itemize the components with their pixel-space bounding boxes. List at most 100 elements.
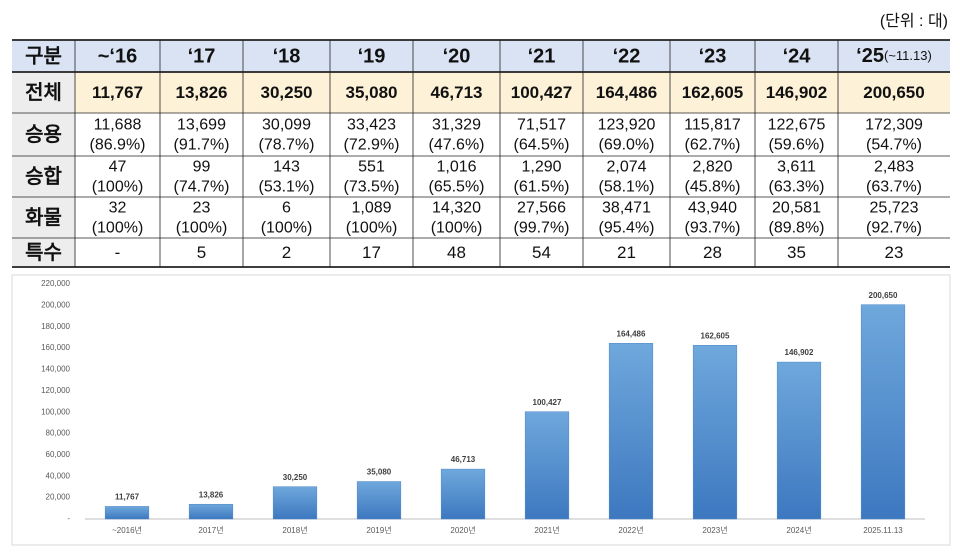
cell-count: 2,820 <box>692 159 732 176</box>
cell-share: (95.4%) <box>598 220 654 237</box>
unit-note: (단위 : 대) <box>880 12 948 30</box>
cell-value: 48 <box>447 243 466 262</box>
cell-count: 2,074 <box>606 159 646 176</box>
row-label-bg <box>12 238 75 267</box>
cell-share: (100%) <box>92 220 144 237</box>
cell-count: 31,329 <box>432 117 481 134</box>
header-cell: ‘23 <box>699 45 727 67</box>
value-label: 100,427 <box>533 398 562 407</box>
cell-share: (62.7%) <box>684 137 740 154</box>
header-cell: ‘17 <box>188 45 216 67</box>
x-tick-label: 2018년 <box>282 525 307 535</box>
cell-share: (100%) <box>431 220 483 237</box>
chart-frame <box>11 274 951 546</box>
cell-count: 99 <box>193 159 211 176</box>
cell-share: (89.8%) <box>768 220 824 237</box>
cell-share: (61.5%) <box>513 179 569 196</box>
cell-count: 20,581 <box>772 200 821 217</box>
cell-share: (100%) <box>346 220 398 237</box>
bar <box>692 345 738 520</box>
cell-count: 1,016 <box>436 159 476 176</box>
cell-count: 30,099 <box>262 117 311 134</box>
cell-share: (54.7%) <box>866 137 922 154</box>
x-tick-label: 2019년 <box>366 525 391 535</box>
value-label: 13,826 <box>199 490 224 499</box>
bar <box>524 411 570 520</box>
cell-count: 122,675 <box>768 117 826 134</box>
row-label: 화물 <box>25 206 62 229</box>
x-tick-label: 2023년 <box>702 525 727 535</box>
header-cell: ~‘16 <box>98 45 137 67</box>
cell-share: (65.5%) <box>428 179 484 196</box>
bar <box>440 468 486 520</box>
bar <box>104 506 150 520</box>
bar <box>860 304 906 520</box>
cell-share: (73.5%) <box>343 179 399 196</box>
header-cell: 구분 <box>25 45 62 67</box>
cell-value: 11,767 <box>92 83 143 102</box>
cell-share: (74.7%) <box>173 179 229 196</box>
header-cell: ‘21 <box>528 45 556 67</box>
bar <box>272 486 318 520</box>
cell-share: (69.0%) <box>598 137 654 154</box>
y-tick-label: - <box>67 514 70 523</box>
header-cell: ‘20 <box>443 45 471 67</box>
cell-value: 164,486 <box>596 83 657 102</box>
cell-count: 38,471 <box>602 200 651 217</box>
cell-value: 35,080 <box>346 83 398 102</box>
cell-count: 14,320 <box>432 200 481 217</box>
x-tick-label: 2017년 <box>198 525 223 535</box>
header-cell: ‘25(~11.13) <box>856 45 932 67</box>
value-label: 200,650 <box>869 291 898 300</box>
header-cell: ‘18 <box>273 45 301 67</box>
header-cell: ‘22 <box>613 45 641 67</box>
x-tick-label: 2025.11.13 <box>863 526 903 535</box>
cell-count: 13,699 <box>177 117 226 134</box>
cell-count: 6 <box>282 200 291 217</box>
cell-value: 35 <box>787 243 806 262</box>
cell-share: (100%) <box>92 179 144 196</box>
cell-share: (100%) <box>176 220 228 237</box>
cell-count: 33,423 <box>347 117 396 134</box>
cell-value: 28 <box>703 243 722 262</box>
x-tick-label: 2022년 <box>618 525 643 535</box>
value-label: 46,713 <box>451 455 476 464</box>
cell-share: (100%) <box>261 220 313 237</box>
cell-share: (47.6%) <box>428 137 484 154</box>
row-label-bg <box>12 156 75 197</box>
cell-value: 146,902 <box>766 83 827 102</box>
cell-count: 27,566 <box>517 200 566 217</box>
cell-value: 17 <box>362 243 381 262</box>
y-tick-label: 20,000 <box>46 493 71 502</box>
cell-count: 123,920 <box>598 117 656 134</box>
value-label: 35,080 <box>367 468 392 477</box>
cell-count: 71,517 <box>517 117 566 134</box>
header-text: ‘25 <box>856 45 884 67</box>
y-tick-label: 40,000 <box>46 471 71 480</box>
cell-share: (45.8%) <box>684 179 740 196</box>
cell-share: (91.7%) <box>173 137 229 154</box>
header-cell: ‘19 <box>358 45 386 67</box>
cell-count: 47 <box>109 159 127 176</box>
cell-share: (63.3%) <box>768 179 824 196</box>
cell-value: 30,250 <box>261 83 313 102</box>
row-label-bg <box>12 113 75 156</box>
row-label: 전체 <box>25 81 62 104</box>
cell-value: 13,826 <box>176 83 228 102</box>
value-label: 164,486 <box>617 329 646 338</box>
value-label: 30,250 <box>283 473 308 482</box>
value-label: 146,902 <box>785 348 814 357</box>
y-tick-label: 160,000 <box>41 343 70 352</box>
cell-count: 115,817 <box>684 117 741 134</box>
cell-share: (86.9%) <box>89 137 145 154</box>
bar <box>356 481 402 520</box>
header-note: (~11.13) <box>884 48 932 63</box>
cell-value: 23 <box>885 243 904 262</box>
y-tick-label: 60,000 <box>46 450 71 459</box>
value-label: 162,605 <box>701 331 730 340</box>
cell-count: 1,290 <box>521 159 561 176</box>
cell-share: (58.1%) <box>598 179 654 196</box>
cell-value: 2 <box>282 243 291 262</box>
cell-count: 23 <box>193 200 211 217</box>
